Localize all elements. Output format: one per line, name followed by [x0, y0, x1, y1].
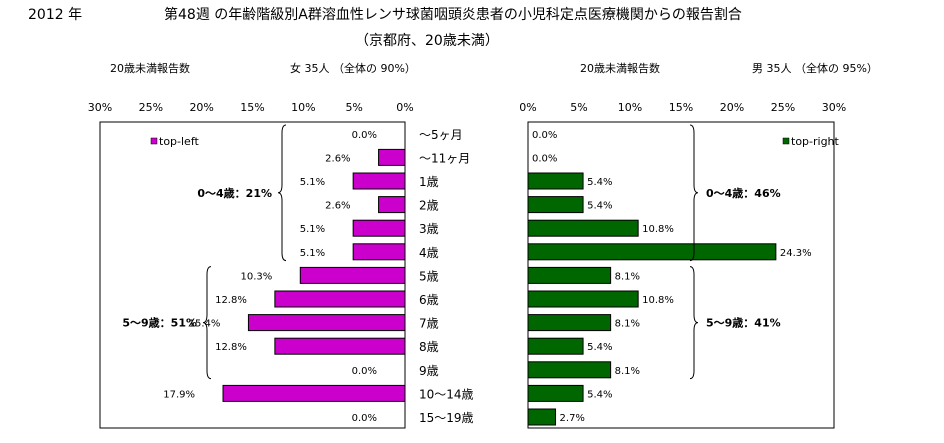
male-summary: 男 35人 （全体の 95%） — [752, 62, 878, 75]
female-bar — [378, 148, 406, 166]
male-data-label: 10.8% — [642, 295, 674, 306]
male-x-tick: 20% — [720, 101, 744, 114]
female-bar — [352, 172, 406, 190]
female-data-label: 2.6% — [325, 201, 350, 212]
male-x-tick: 30% — [822, 101, 846, 114]
male-data-label: 0.0% — [532, 153, 557, 164]
chart-subtitle: （京都府、20歳未満） — [355, 33, 499, 49]
female-legend-label: top-left — [159, 135, 199, 148]
female-bar — [247, 314, 406, 332]
age-category-label: ～5ヶ月 — [419, 128, 463, 142]
age-category-label: 10～14歳 — [419, 387, 474, 401]
age-category-label: 5歳 — [419, 269, 439, 283]
female-bar — [274, 337, 406, 355]
male-bar — [527, 219, 639, 237]
male-bar — [527, 408, 557, 426]
male-data-label: 0.0% — [532, 130, 557, 141]
male-bar — [527, 384, 584, 402]
female-data-label: 15.4% — [189, 319, 221, 330]
female-data-label: 5.1% — [300, 224, 325, 235]
female-data-label: 0.0% — [352, 366, 377, 377]
age-category-label: 9歳 — [419, 364, 439, 378]
age-category-label: 6歳 — [419, 293, 439, 307]
female-group-label: 0～4歳：21% — [197, 186, 272, 200]
age-category-label: 4歳 — [419, 246, 439, 260]
female-bar — [352, 243, 406, 261]
male-bar — [527, 337, 584, 355]
male-data-label: 8.1% — [615, 319, 640, 330]
female-bar — [274, 290, 406, 308]
male-group-brace — [689, 266, 699, 380]
male-x-tick: 0% — [519, 101, 536, 114]
female-x-tick: 5% — [345, 101, 362, 114]
female-data-label: 10.3% — [241, 271, 273, 282]
female-data-label: 12.8% — [215, 342, 247, 353]
left-section-label: 20歳未満報告数 — [110, 62, 190, 75]
female-data-label: 0.0% — [352, 130, 377, 141]
male-legend-swatch — [782, 137, 790, 145]
age-category-label: 2歳 — [419, 199, 439, 213]
age-category-label: 15～19歳 — [419, 411, 474, 425]
female-bar — [352, 219, 406, 237]
female-x-tick: 30% — [88, 101, 112, 114]
female-x-tick: 15% — [240, 101, 264, 114]
male-group-label: 5～9歳：41% — [706, 316, 781, 330]
female-bar — [222, 384, 406, 402]
female-group-brace — [277, 124, 287, 262]
male-bar — [527, 290, 639, 308]
female-summary: 女 35人 （全体の 90%） — [290, 62, 416, 75]
male-x-tick: 10% — [618, 101, 642, 114]
female-data-label: 0.0% — [352, 413, 377, 424]
male-bar — [527, 266, 612, 284]
female-data-label: 12.8% — [215, 295, 247, 306]
male-data-label: 24.3% — [780, 248, 812, 259]
age-category-label: ～11ヶ月 — [419, 151, 470, 165]
female-legend-swatch — [150, 137, 158, 145]
female-x-tick: 20% — [189, 101, 213, 114]
male-bar — [527, 196, 584, 214]
female-data-label: 17.9% — [163, 389, 195, 400]
male-group-label: 0～4歳：46% — [706, 186, 781, 200]
male-data-label: 5.4% — [587, 389, 612, 400]
female-x-tick: 10% — [291, 101, 315, 114]
male-data-label: 2.7% — [560, 413, 585, 424]
male-bar — [527, 243, 777, 261]
male-bar — [527, 314, 612, 332]
female-bar — [299, 266, 406, 284]
male-group-brace — [689, 124, 699, 262]
male-data-label: 5.4% — [587, 201, 612, 212]
male-data-label: 10.8% — [642, 224, 674, 235]
female-group-brace — [202, 266, 212, 380]
year-label: 2012 年 — [28, 7, 83, 23]
male-legend-label: top-right — [791, 135, 840, 148]
female-x-tick: 25% — [139, 101, 163, 114]
age-category-label: 8歳 — [419, 340, 439, 354]
chart-title: 第48週 の年齢階級別A群溶血性レンサ球菌咽頭炎患者の小児科定点医療機関からの報… — [164, 7, 742, 23]
female-data-label: 5.1% — [300, 177, 325, 188]
male-data-label: 5.4% — [587, 342, 612, 353]
male-data-label: 5.4% — [587, 177, 612, 188]
age-category-label: 3歳 — [419, 222, 439, 236]
right-section-label: 20歳未満報告数 — [580, 62, 660, 75]
female-group-label: 5～9歳：51% — [122, 316, 197, 330]
male-x-tick: 25% — [771, 101, 795, 114]
age-category-label: 7歳 — [419, 317, 439, 331]
male-x-tick: 5% — [570, 101, 587, 114]
female-bar — [378, 196, 406, 214]
male-data-label: 8.1% — [615, 271, 640, 282]
male-data-label: 8.1% — [615, 366, 640, 377]
male-bar — [527, 172, 584, 190]
female-x-tick: 0% — [396, 101, 413, 114]
male-bar — [527, 361, 612, 379]
male-x-tick: 15% — [669, 101, 693, 114]
female-data-label: 5.1% — [300, 248, 325, 259]
female-data-label: 2.6% — [325, 153, 350, 164]
age-category-label: 1歳 — [419, 175, 439, 189]
